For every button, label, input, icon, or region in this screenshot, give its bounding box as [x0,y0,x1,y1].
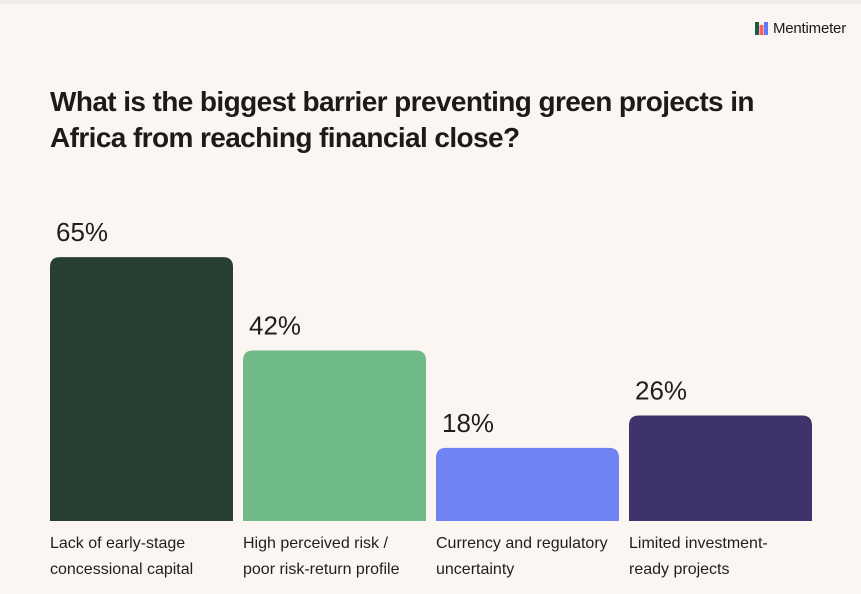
value-label-2: 42% [249,310,301,340]
value-label-3: 18% [442,408,494,438]
question-title: What is the biggest barrier preventing g… [50,86,754,153]
category-label-4: Limited investment-ready projects [629,535,768,578]
category-label-1: Lack of early-stage concessional capital [50,535,194,578]
top-strip [0,0,861,4]
category-label-3: Currency and regulatory uncertainty [436,535,608,578]
value-label-1: 65% [56,217,108,247]
brand-logo: Mentimeter [754,20,846,37]
value-label-4: 26% [635,375,687,405]
bar-4 [629,415,812,521]
mentimeter-logo-icon [754,22,768,35]
bar-2 [243,350,426,521]
brand-name: Mentimeter [772,20,846,37]
bar-3 [436,447,619,521]
bar-1 [50,257,233,521]
category-label-2: High perceived risk / poor risk-return pr… [243,535,400,578]
